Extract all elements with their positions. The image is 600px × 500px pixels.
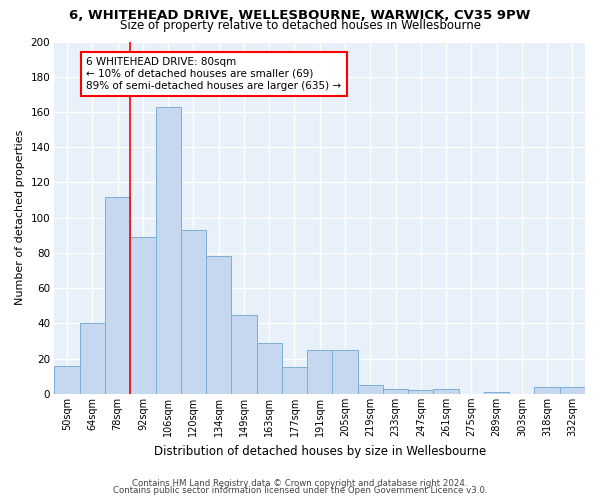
Bar [332, 350, 358, 394]
Text: 6 WHITEHEAD DRIVE: 80sqm
← 10% of detached houses are smaller (69)
89% of semi-d: 6 WHITEHEAD DRIVE: 80sqm ← 10% of detach… [86, 58, 341, 90]
Bar [535, 387, 560, 394]
Bar [80, 324, 105, 394]
Bar [155, 106, 181, 394]
X-axis label: Distribution of detached houses by size in Wellesbourne: Distribution of detached houses by size … [154, 444, 486, 458]
Bar [484, 392, 509, 394]
Text: Contains HM Land Registry data © Crown copyright and database right 2024.: Contains HM Land Registry data © Crown c… [132, 478, 468, 488]
Bar [307, 350, 332, 394]
Bar [560, 387, 585, 394]
Bar [358, 385, 383, 394]
Bar [206, 256, 232, 394]
Bar [408, 390, 433, 394]
Text: 6, WHITEHEAD DRIVE, WELLESBOURNE, WARWICK, CV35 9PW: 6, WHITEHEAD DRIVE, WELLESBOURNE, WARWIC… [70, 9, 530, 22]
Bar [130, 237, 155, 394]
Bar [433, 388, 458, 394]
Bar [55, 366, 80, 394]
Bar [105, 196, 130, 394]
Bar [232, 314, 257, 394]
Text: Contains public sector information licensed under the Open Government Licence v3: Contains public sector information licen… [113, 486, 487, 495]
Bar [181, 230, 206, 394]
Bar [257, 343, 282, 394]
Text: Size of property relative to detached houses in Wellesbourne: Size of property relative to detached ho… [119, 19, 481, 32]
Bar [383, 388, 408, 394]
Bar [282, 368, 307, 394]
Y-axis label: Number of detached properties: Number of detached properties [15, 130, 25, 306]
